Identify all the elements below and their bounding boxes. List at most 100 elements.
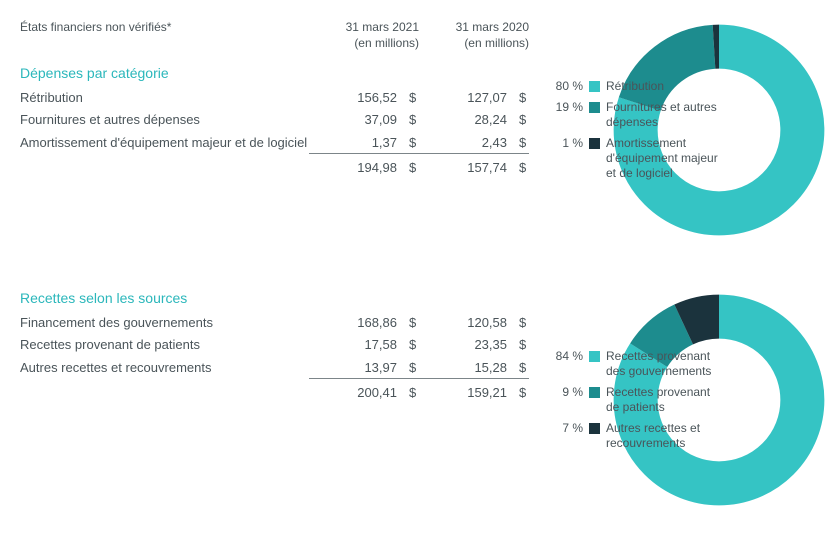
cell-2020: 157,74 $	[419, 160, 529, 175]
legend-pct: 19 %	[549, 100, 583, 114]
value: 157,74	[459, 160, 507, 175]
row-label: Fournitures et autres dépenses	[20, 112, 309, 128]
col-header-2020-line1: 31 mars 2020	[456, 20, 529, 34]
legend-item: 80 % Rétribution	[549, 79, 719, 94]
legend-item: 84 % Recettes provenant des gouvernement…	[549, 349, 719, 379]
revenues-title: Recettes selon les sources	[20, 290, 529, 306]
table-header: États financiers non vérifiés* 31 mars 2…	[20, 20, 529, 51]
table-total-row: 194,98 $ 157,74 $	[20, 157, 529, 178]
row-label: Autres recettes et recouvrements	[20, 360, 309, 376]
legend-label: Recettes provenant des gouvernements	[606, 349, 719, 379]
col-header-2021-line2: (en millions)	[354, 36, 419, 50]
legend-swatch	[589, 387, 600, 398]
legend-pct: 9 %	[549, 385, 583, 399]
table-caption: États financiers non vérifiés*	[20, 20, 309, 51]
value: 156,52	[349, 90, 397, 105]
currency: $	[519, 90, 529, 105]
expenses-table: États financiers non vérifiés* 31 mars 2…	[20, 20, 529, 240]
legend-label: Autres recettes et recouvrements	[606, 421, 719, 451]
value: 127,07	[459, 90, 507, 105]
legend-pct: 80 %	[549, 79, 583, 93]
cell-2021: 168,86 $	[309, 315, 419, 330]
value: 37,09	[349, 112, 397, 127]
legend-swatch	[589, 423, 600, 434]
legend-label: Rétribution	[606, 79, 719, 94]
currency: $	[409, 90, 419, 105]
row-label: Rétribution	[20, 90, 309, 106]
value: 2,43	[459, 135, 507, 150]
value: 13,97	[349, 360, 397, 375]
legend-swatch	[589, 81, 600, 92]
table-total-row: 200,41 $ 159,21 $	[20, 382, 529, 403]
currency: $	[409, 112, 419, 127]
cell-2021: 200,41 $	[309, 385, 419, 400]
value: 194,98	[349, 160, 397, 175]
cell-2020: 127,07 $	[419, 90, 529, 105]
table-row: Rétribution 156,52 $ 127,07 $	[20, 87, 529, 109]
cell-2021: 156,52 $	[309, 90, 419, 105]
col-header-2021: 31 mars 2021 (en millions)	[309, 20, 419, 51]
row-label: Financement des gouvernements	[20, 315, 309, 331]
currency: $	[519, 385, 529, 400]
expenses-legend: 80 % Rétribution 19 % Fournitures et aut…	[549, 79, 719, 181]
currency: $	[409, 337, 419, 352]
currency: $	[519, 360, 529, 375]
cell-2021: 17,58 $	[309, 337, 419, 352]
currency: $	[409, 315, 419, 330]
legend-label: Recettes provenant de patients	[606, 385, 719, 415]
value: 200,41	[349, 385, 397, 400]
currency: $	[519, 337, 529, 352]
revenues-chart-block: 84 % Recettes provenant des gouvernement…	[559, 290, 829, 510]
legend-swatch	[589, 102, 600, 113]
revenues-section: Recettes selon les sources Financement d…	[20, 290, 829, 510]
currency: $	[519, 112, 529, 127]
currency: $	[409, 385, 419, 400]
row-label: Amortissement d'équipement majeur et de …	[20, 135, 309, 151]
revenues-legend: 84 % Recettes provenant des gouvernement…	[549, 349, 719, 451]
table-row: Financement des gouvernements 168,86 $ 12…	[20, 312, 529, 334]
expenses-section: États financiers non vérifiés* 31 mars 2…	[20, 20, 829, 240]
legend-pct: 84 %	[549, 349, 583, 363]
cell-2021: 194,98 $	[309, 160, 419, 175]
value: 120,58	[459, 315, 507, 330]
table-row: Amortissement d'équipement majeur et de …	[20, 132, 529, 157]
legend-swatch	[589, 138, 600, 149]
value: 159,21	[459, 385, 507, 400]
currency: $	[519, 160, 529, 175]
cell-2021: 1,37 $	[309, 135, 419, 154]
legend-pct: 7 %	[549, 421, 583, 435]
table-row: Autres recettes et recouvrements 13,97$ …	[20, 357, 529, 382]
cell-2020: 159,21 $	[419, 385, 529, 400]
table-row: Fournitures et autres dépenses 37,09 $ 28…	[20, 109, 529, 131]
legend-item: 9 % Recettes provenant de patients	[549, 385, 719, 415]
legend-item: 1 % Amortissement d'équipement majeur et…	[549, 136, 719, 181]
value: 23,35	[459, 337, 507, 352]
legend-item: 7 % Autres recettes et recouvrements	[549, 421, 719, 451]
table-row: Recettes provenant de patients 17,58$ 23…	[20, 334, 529, 356]
cell-2020: 28,24$	[419, 112, 529, 127]
legend-item: 19 % Fournitures et autres dépenses	[549, 100, 719, 130]
cell-2020: 15,28$	[419, 360, 529, 379]
value: 17,58	[349, 337, 397, 352]
cell-2020: 23,35 $	[419, 337, 529, 352]
cell-2020: 2,43 $	[419, 135, 529, 154]
col-header-2021-line1: 31 mars 2021	[346, 20, 419, 34]
cell-2020: 120,58$	[419, 315, 529, 330]
cell-2021: 37,09 $	[309, 112, 419, 127]
legend-swatch	[589, 351, 600, 362]
page: États financiers non vérifiés* 31 mars 2…	[20, 20, 829, 510]
currency: $	[519, 135, 529, 150]
currency: $	[409, 360, 419, 375]
revenues-table: Recettes selon les sources Financement d…	[20, 290, 529, 510]
currency: $	[409, 160, 419, 175]
value: 1,37	[349, 135, 397, 150]
legend-pct: 1 %	[549, 136, 583, 150]
col-header-2020: 31 mars 2020 (en millions)	[419, 20, 529, 51]
expenses-title: Dépenses par catégorie	[20, 65, 529, 81]
legend-label: Fournitures et autres dépenses	[606, 100, 719, 130]
currency: $	[409, 135, 419, 150]
value: 168,86	[349, 315, 397, 330]
expenses-chart-block: 80 % Rétribution 19 % Fournitures et aut…	[559, 20, 829, 240]
cell-2021: 13,97 $	[309, 360, 419, 379]
col-header-2020-line2: (en millions)	[464, 36, 529, 50]
